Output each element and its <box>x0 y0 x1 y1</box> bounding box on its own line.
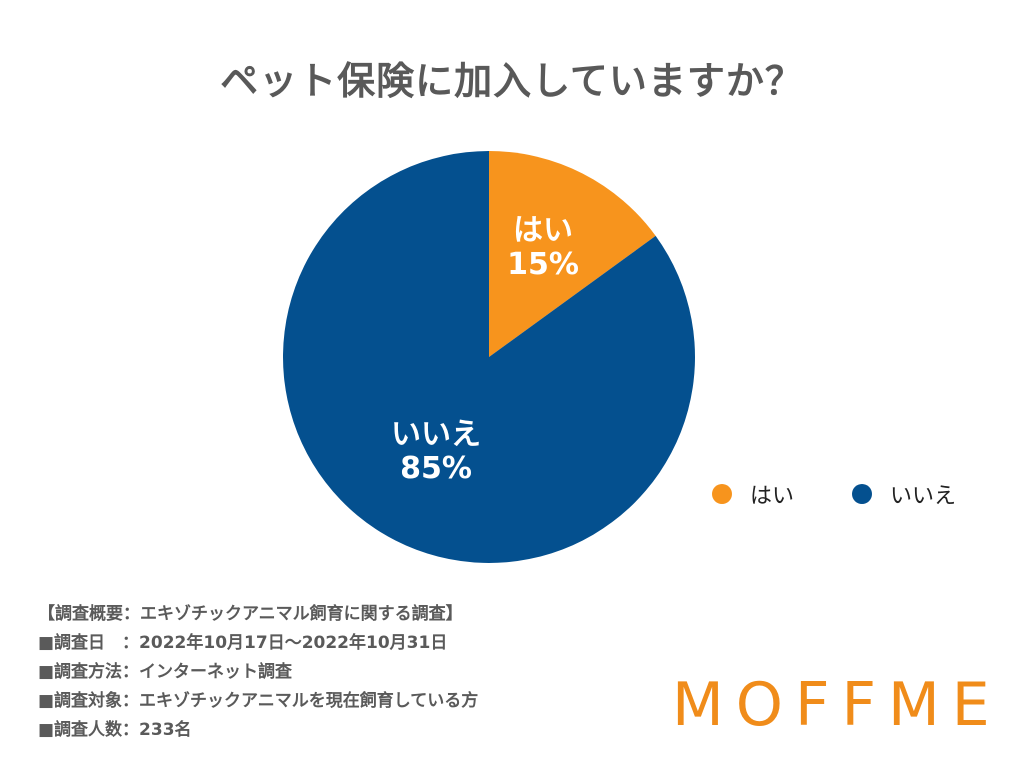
moffme-logo: MOFFME <box>672 670 1002 740</box>
survey-note-count: ■調査人数：233名 <box>38 720 192 740</box>
slice-label-no: いいえ <box>391 417 481 452</box>
survey-notes: 【調査概要：エキゾチックアニマル飼育に関する調査】 ■調査日 ：2022年10月… <box>38 600 478 745</box>
legend-label-yes: はい <box>750 484 795 509</box>
survey-note-heading: 【調査概要：エキゾチックアニマル飼育に関する調査】 <box>38 604 463 624</box>
slice-value-yes: 15% <box>507 247 579 282</box>
pie-slice-no <box>283 151 695 563</box>
legend-item-no: いいえ <box>852 478 956 510</box>
legend-label-no: いいえ <box>890 484 957 509</box>
chart-title: ペット保険に加入していますか？ <box>220 59 804 103</box>
survey-note-method: ■調査方法：インターネット調査 <box>38 662 293 682</box>
survey-note-target: ■調査対象：エキゾチックアニマルを現在飼育している方 <box>38 691 479 711</box>
slice-label-yes: はい <box>513 213 573 248</box>
survey-note-date: ■調査日 ：2022年10月17日〜2022年10月31日 <box>38 633 448 653</box>
slice-value-no: 85% <box>400 451 472 486</box>
legend-item-yes: はい <box>712 478 794 510</box>
legend-swatch-no <box>852 484 873 504</box>
pie-slice-yes <box>489 151 656 357</box>
legend-swatch-yes <box>712 484 732 504</box>
legend: はい いいえ <box>712 478 1014 510</box>
